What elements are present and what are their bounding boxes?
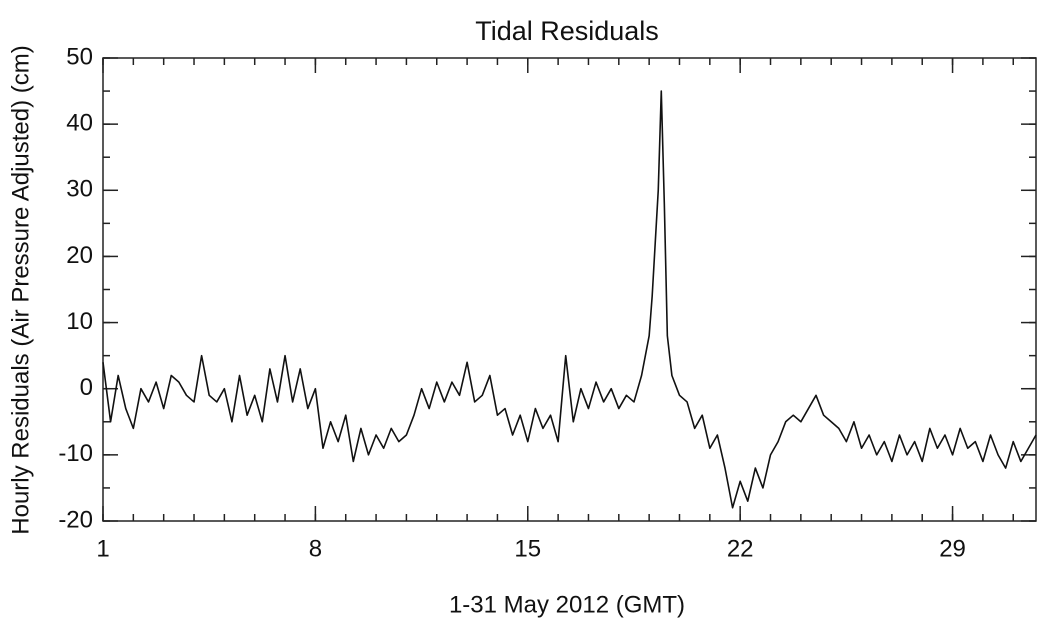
y-tick-label: 50 — [66, 43, 93, 70]
y-tick-label: -20 — [58, 506, 93, 533]
y-tick-label: 0 — [80, 374, 93, 401]
x-tick-label: 15 — [514, 535, 541, 562]
y-tick-label: 10 — [66, 308, 93, 335]
y-tick-label: -10 — [58, 440, 93, 467]
y-tick-label: 20 — [66, 242, 93, 269]
y-tick-label: 30 — [66, 176, 93, 203]
data-line — [102, 90, 1037, 509]
y-axis-label: Hourly Residuals (Air Pressure Adjusted)… — [7, 45, 34, 534]
x-tick-label: 22 — [727, 535, 754, 562]
x-tick-label: 1 — [96, 535, 109, 562]
x-axis-label: 1-31 May 2012 (GMT) — [449, 591, 685, 618]
x-tick-label: 29 — [939, 535, 966, 562]
y-tick-label: 40 — [66, 109, 93, 136]
plot-frame — [102, 57, 1037, 522]
x-tick-label: 8 — [309, 535, 322, 562]
chart-title: Tidal Residuals — [475, 16, 659, 46]
